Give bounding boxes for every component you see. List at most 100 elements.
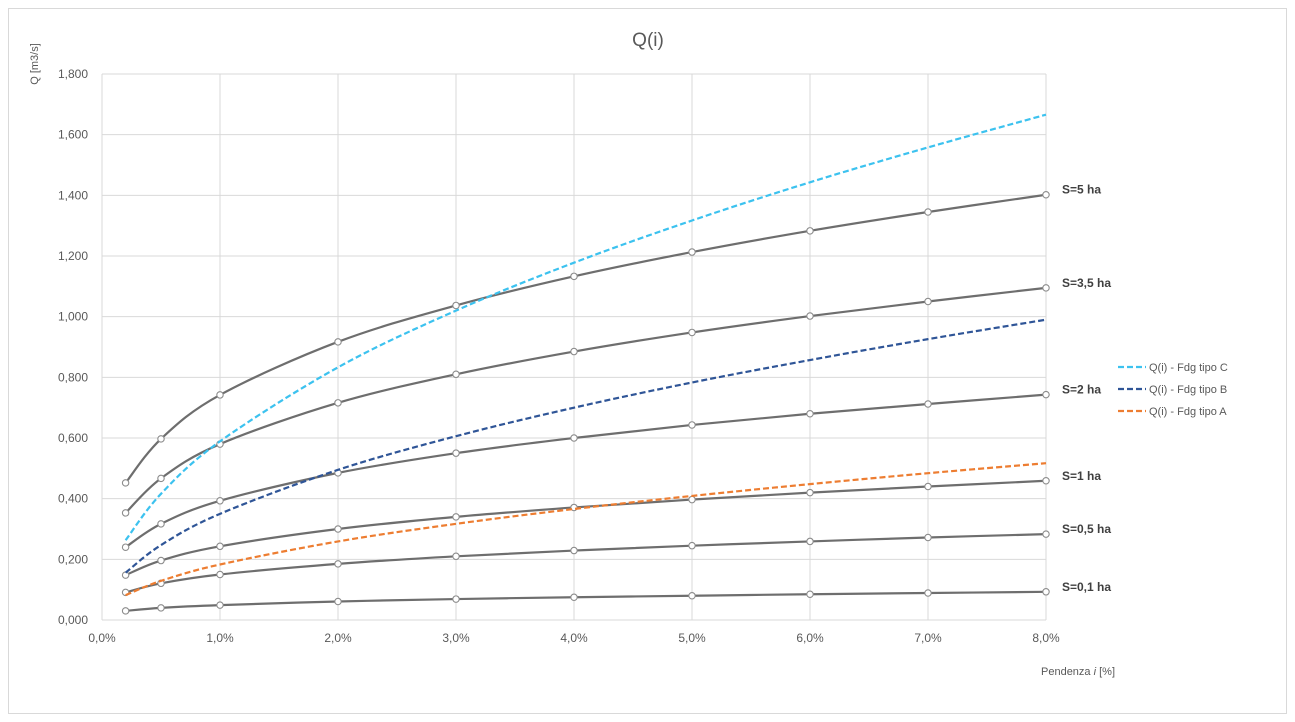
legend-item-q-i-fdg-tipo-c: Q(i) - Fdg tipo C: [1118, 362, 1228, 374]
data-point: [452, 552, 460, 561]
x-tick-label: 7,0%: [914, 631, 942, 645]
legend-label: Q(i) - Fdg tipo C: [1149, 362, 1228, 374]
data-point: [334, 597, 342, 606]
data-point: [688, 421, 696, 429]
series-q-i-fdg-tipo-b: [124, 318, 1047, 574]
data-point: [570, 272, 578, 281]
y-axis-title: Q [m3/s]: [29, 43, 41, 85]
data-point: [452, 595, 460, 603]
data-point: [924, 533, 932, 542]
chart-title: Q(i): [632, 30, 664, 51]
x-tick-label: 4,0%: [560, 631, 588, 645]
series-q-i-fdg-tipo-a: [125, 462, 1047, 597]
data-point: [688, 248, 696, 256]
y-tick-label: 1,000: [58, 310, 88, 324]
series-line: [124, 286, 1047, 514]
data-point: [216, 391, 224, 399]
data-point: [1042, 588, 1050, 596]
data-point: [806, 227, 814, 235]
data-point: [688, 495, 696, 504]
series-end-label: S=0,1 ha: [1062, 580, 1111, 594]
data-point: [924, 589, 932, 597]
y-tick-label: 0,400: [58, 492, 88, 506]
data-point: [806, 488, 814, 497]
data-point: [121, 607, 130, 615]
data-point: [452, 301, 460, 310]
series-end-label: S=5 ha: [1062, 183, 1101, 197]
series-s-0-5-ha: [121, 530, 1050, 597]
y-tick-label: 0,600: [58, 431, 88, 445]
data-point: [688, 328, 696, 337]
legend-item-q-i-fdg-tipo-a: Q(i) - Fdg tipo A: [1118, 406, 1227, 418]
data-point: [688, 541, 696, 550]
legend-label: Q(i) - Fdg tipo B: [1149, 384, 1227, 396]
data-point: [806, 590, 814, 598]
legend-label: Q(i) - Fdg tipo A: [1149, 406, 1227, 418]
tick-layer: 0,000 0,200 0,400 0,600 0,800 1,000 1,200 1,400…: [58, 67, 1060, 645]
y-tick-label: 1,200: [58, 249, 88, 263]
data-point: [157, 474, 165, 483]
data-point: [688, 591, 696, 600]
data-point: [1042, 477, 1050, 485]
data-point: [334, 525, 342, 533]
x-tick-label: 3,0%: [442, 631, 470, 645]
x-tick-label: 8,0%: [1032, 631, 1060, 645]
x-tick-label: 0,0%: [88, 631, 116, 645]
series-line: [125, 590, 1047, 612]
data-point: [1042, 390, 1050, 399]
data-point: [216, 542, 224, 551]
y-tick-label: 0,200: [58, 552, 88, 566]
data-point: [157, 604, 165, 612]
data-point: [334, 399, 342, 407]
series-line: [124, 393, 1047, 549]
data-point: [570, 546, 578, 555]
x-tick-label: 5,0%: [678, 631, 706, 645]
data-point: [452, 513, 460, 521]
data-point: [157, 435, 165, 443]
data-point: [806, 312, 814, 320]
x-tick-label: 1,0%: [206, 631, 234, 645]
series-q-i-fdg-tipo-c: [124, 113, 1047, 541]
data-point: [924, 400, 932, 408]
data-point: [1042, 190, 1050, 199]
series-line: [125, 533, 1047, 594]
data-point: [1042, 530, 1050, 538]
data-point: [1042, 284, 1050, 292]
series-line: [124, 193, 1047, 484]
data-point: [924, 297, 932, 306]
data-point: [121, 509, 130, 517]
data-point: [806, 409, 814, 418]
series-line: [124, 318, 1047, 574]
series-s-5-ha: [121, 190, 1050, 487]
series-line: [125, 479, 1047, 577]
y-tick-label: 1,400: [58, 188, 88, 202]
data-point: [121, 479, 130, 487]
x-tick-label: 2,0%: [324, 631, 352, 645]
series-line: [125, 462, 1047, 597]
y-tick-label: 0,800: [58, 370, 88, 384]
series-s-2-ha: [121, 390, 1050, 551]
data-point: [334, 560, 342, 568]
series-s-0-1-ha: [121, 588, 1050, 615]
series-end-label: S=0,5 ha: [1062, 522, 1111, 536]
legend-item-q-i-fdg-tipo-b: Q(i) - Fdg tipo B: [1118, 384, 1227, 396]
data-point: [924, 482, 932, 491]
x-axis-title: Pendenza i [%]: [1041, 666, 1115, 678]
data-point: [121, 543, 130, 551]
data-point: [121, 571, 130, 579]
data-point: [570, 434, 578, 442]
data-point: [924, 208, 932, 216]
data-point: [570, 593, 578, 601]
data-point: [216, 570, 224, 579]
x-tick-label: 6,0%: [796, 631, 824, 645]
data-point: [216, 601, 224, 609]
data-point: [452, 449, 460, 457]
data-point: [216, 497, 224, 505]
series-end-label: S=1 ha: [1062, 469, 1101, 483]
data-point: [806, 537, 814, 546]
series-s-1-ha: [121, 477, 1050, 579]
series-end-label: S=2 ha: [1062, 383, 1101, 397]
legend: Q(i) - Fdg tipo C Q(i) - Fdg tipo B Q(i) -…: [1118, 362, 1228, 418]
y-tick-label: 1,600: [58, 128, 88, 142]
